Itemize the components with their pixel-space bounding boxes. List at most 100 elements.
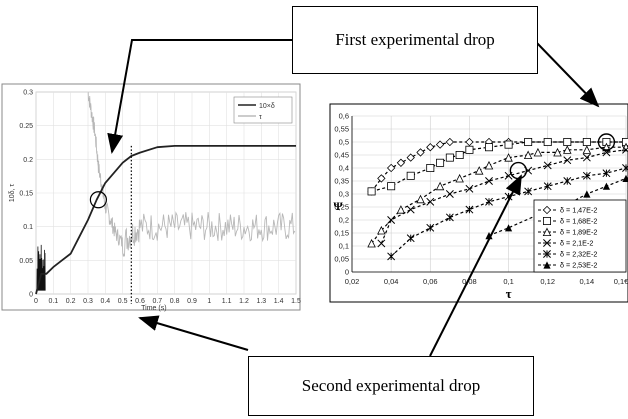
left-legend-box (233, 96, 293, 124)
right-marker-filled-triangle (504, 224, 513, 232)
right-marker-triangle (533, 147, 543, 157)
right-marker-diamond (406, 153, 415, 162)
right-marker-star (543, 182, 552, 191)
right-marker-square (484, 143, 493, 152)
right-marker-triangle (563, 145, 572, 154)
right-x-tick-label: 0,04 (384, 277, 399, 286)
left-x-tick-label: 1 (207, 298, 211, 305)
right-marker-star (543, 250, 551, 258)
right-marker-star (406, 234, 415, 243)
right-marker-triangle (474, 166, 484, 175)
right-x-tick-label: 0,1€ (614, 277, 628, 286)
left-y-tick-label: 0.3 (23, 90, 33, 97)
right-marker-square (455, 150, 464, 159)
right-marker-diamond (377, 174, 386, 183)
right-marker-x (622, 145, 628, 154)
right-marker-triangle (504, 153, 513, 162)
right-y-tick-label: 0,6 (339, 112, 349, 121)
left-series-tau-line (87, 91, 296, 258)
right-marker-square (387, 182, 396, 191)
right-y-tick-label: 0,15 (334, 229, 349, 238)
right-marker-square (504, 140, 513, 149)
right-y-tick-label: 0,45 (334, 151, 349, 160)
left-chart: 0 0.05 0.1 0.15 0.2 0.25 0.3 0 0.1 0.2 0.3 0.4 0.5 0.… (9, 90, 301, 313)
right-y-tick-label: 0 (345, 268, 349, 277)
left-x-tick-label: 0.1 (48, 298, 58, 305)
right-marker-x (406, 205, 415, 214)
right-marker-x (377, 239, 386, 248)
left-series-10delta-line (35, 144, 296, 295)
arrow-second-drop-left (138, 315, 249, 351)
right-y-tick-label: 0,4 (339, 164, 349, 173)
right-marker-filled-triangle (583, 190, 591, 198)
right-y-tick-label: 0,35 (334, 177, 349, 186)
left-x-tick-label: 0.9 (187, 298, 197, 305)
callout-second-drop: Second experimental drop (248, 356, 534, 416)
left-initial-spikes (36, 244, 46, 291)
right-marker-triangle (582, 145, 592, 154)
right-x-tick-label: 0,12 (540, 277, 555, 286)
right-y-tick-label: 0,25 (334, 203, 349, 212)
right-legend-label: δ = 2,53E-2 (560, 261, 597, 270)
right-marker-x (582, 153, 591, 162)
right-x-tick-label: 0,1 (503, 277, 513, 286)
left-x-tick-label: 0.3 (83, 298, 93, 305)
right-y-axis-label: Ψ (333, 199, 343, 213)
right-series-2 (367, 137, 628, 196)
arrow-first-drop-left (107, 39, 292, 154)
right-marker-star (582, 171, 591, 180)
left-y-tick-label: 0.1 (23, 224, 33, 231)
right-marker-x (426, 197, 435, 206)
right-x-axis-label: τ (506, 286, 512, 301)
right-marker-triangle (416, 194, 425, 204)
right-marker-filled-triangle (622, 174, 628, 182)
left-legend: 10×δ τ (233, 96, 293, 124)
right-x-tick-label: 0,08 (462, 277, 477, 286)
left-y-tick-label: 0 (29, 292, 33, 299)
left-y-tick-label: 0.2 (23, 157, 33, 164)
right-marker-square (524, 137, 533, 146)
left-x-tick-label: 1.3 (256, 298, 266, 305)
left-x-tick-label: 0 (34, 298, 38, 305)
right-series-3 (367, 142, 628, 248)
right-marker-diamond (542, 205, 552, 215)
right-marker-square (436, 158, 445, 167)
right-series-4 (377, 145, 628, 248)
left-x-tick-label: 1.2 (239, 298, 249, 305)
right-marker-triangle (523, 150, 533, 159)
right-marker-star (445, 213, 454, 222)
left-x-tick-label: 0.8 (170, 298, 180, 305)
right-marker-triangle (553, 147, 562, 157)
left-y-axis-label: 10δ, τ (9, 184, 16, 203)
right-marker-triangle (396, 205, 406, 214)
right-legend-label: δ = 2,1E-2 (560, 239, 593, 248)
right-marker-star (465, 205, 474, 214)
right-legend-label: δ = 1,89E-2 (560, 228, 597, 237)
left-first-drop-circle (89, 191, 108, 209)
right-marker-x (465, 184, 474, 193)
left-x-tick-label: 0.6 (135, 298, 145, 305)
left-legend-label-tau: τ (259, 114, 262, 121)
right-marker-diamond (465, 137, 474, 147)
arrow-first-drop-right (535, 41, 600, 108)
right-marker-square (563, 137, 572, 146)
right-series-line-2 (371, 141, 626, 192)
left-x-tick-label: 0.2 (66, 298, 76, 305)
right-marker-filled-triangle (602, 182, 611, 190)
left-x-tick-label: 1.4 (274, 298, 284, 305)
right-x-tick-label: 0,02 (345, 277, 360, 286)
right-marker-star (602, 169, 611, 178)
right-marker-diamond (426, 143, 435, 152)
callout-first-drop: First experimental drop (292, 6, 538, 74)
right-marker-star (524, 187, 533, 196)
right-marker-diamond (435, 140, 445, 149)
right-marker-square (543, 216, 552, 225)
right-marker-star (563, 177, 572, 185)
right-first-drop-circle (597, 133, 616, 151)
right-marker-triangle (484, 160, 494, 170)
right-marker-star (485, 197, 493, 206)
left-x-tick-label: 1.5 (291, 298, 301, 305)
right-marker-triangle (602, 142, 611, 152)
right-marker-x (485, 177, 493, 185)
